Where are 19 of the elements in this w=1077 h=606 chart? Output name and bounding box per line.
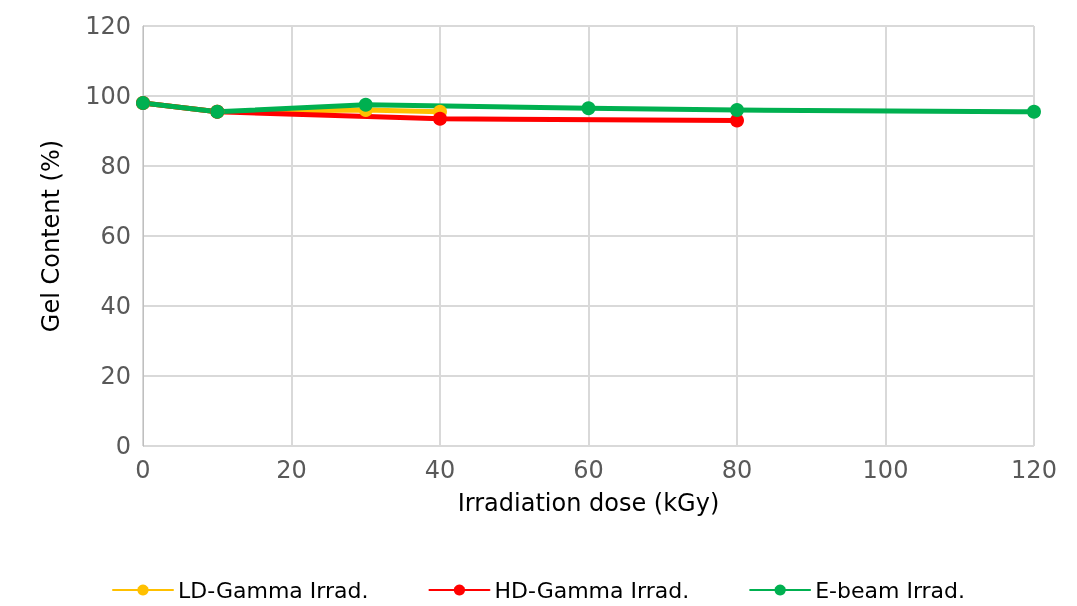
x-tick-label: 60 (573, 456, 604, 484)
x-tick-label: 20 (276, 456, 307, 484)
y-tick-label: 60 (100, 222, 131, 250)
x-tick-label: 0 (135, 456, 151, 484)
y-axis-title: Gel Content (%) (37, 139, 65, 333)
legend-label: LD-Gamma Irrad. (177, 577, 369, 603)
y-tick-label: 100 (85, 82, 131, 110)
x-tick-label: 100 (862, 456, 909, 484)
y-tick-label: 40 (100, 292, 131, 320)
y-tick-label: 120 (85, 12, 131, 40)
legend-label: HD-Gamma Irrad. (494, 577, 690, 603)
x-tick-label: 120 (1011, 456, 1057, 484)
y-tick-label: 0 (115, 432, 131, 460)
x-tick-label: 80 (721, 456, 753, 484)
y-tick-label: 20 (100, 362, 131, 390)
legend-label: E-beam Irrad. (815, 577, 966, 603)
x-axis-title: Irradiation dose (kGy) (457, 489, 720, 517)
x-tick-label: 40 (424, 456, 456, 484)
y-tick-label: 80 (100, 152, 131, 180)
